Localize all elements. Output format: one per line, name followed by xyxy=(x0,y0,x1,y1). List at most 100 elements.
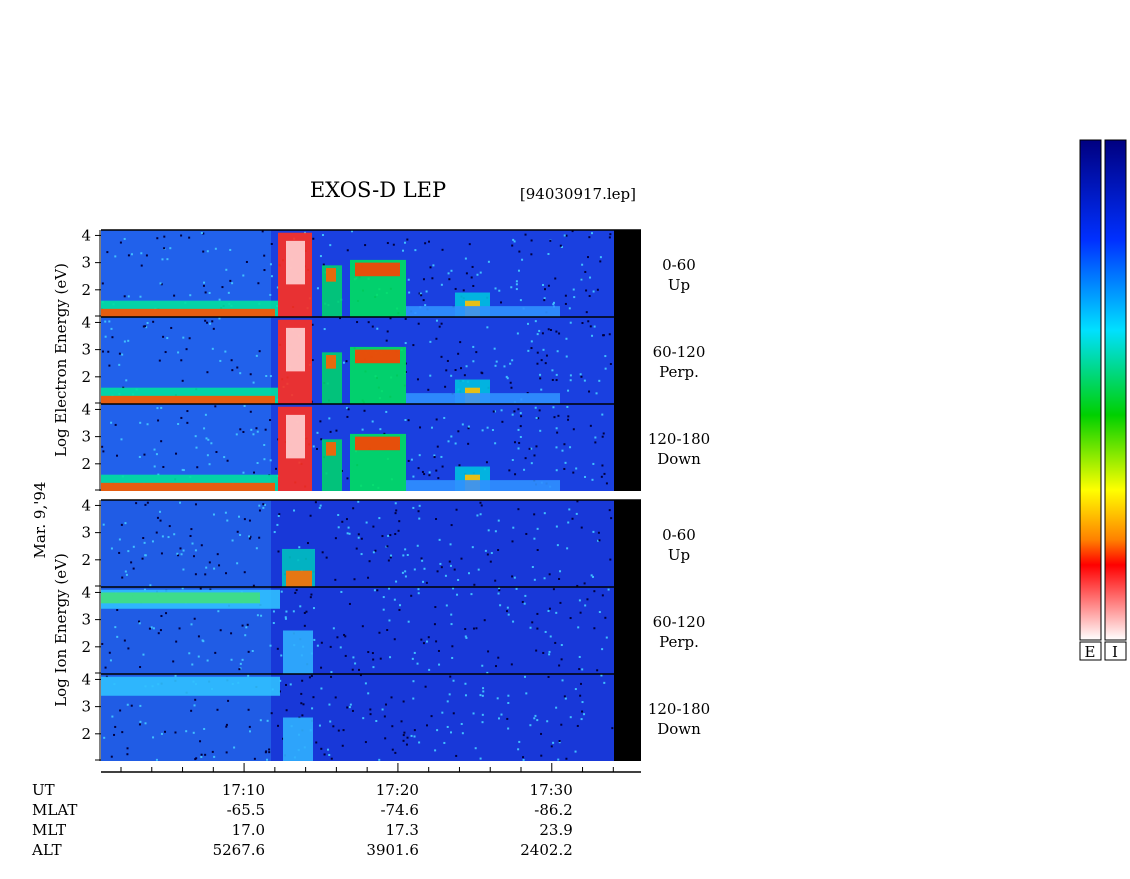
speckle xyxy=(273,531,276,534)
speckle xyxy=(346,249,349,252)
speckle xyxy=(238,668,241,671)
speckle xyxy=(121,576,124,579)
color-bar-label: I xyxy=(1112,643,1118,661)
speckle xyxy=(557,414,560,417)
speckle xyxy=(351,709,354,712)
speckle xyxy=(156,516,159,519)
speckle xyxy=(601,413,604,416)
speckle xyxy=(512,620,515,623)
speckle xyxy=(357,536,360,539)
speckle xyxy=(204,753,207,756)
speckle xyxy=(583,582,586,585)
speckle xyxy=(127,647,130,650)
speckle xyxy=(384,737,387,740)
speckle xyxy=(279,679,282,682)
speckle xyxy=(382,596,385,599)
speckle xyxy=(601,464,604,467)
speckle xyxy=(269,375,272,378)
speckle xyxy=(239,533,242,536)
speckle xyxy=(162,335,165,338)
speckle xyxy=(121,731,124,734)
speckle xyxy=(452,712,455,715)
speckle xyxy=(242,471,245,474)
speckle xyxy=(589,276,592,279)
speckle xyxy=(352,656,355,659)
speckle xyxy=(125,573,128,576)
speckle xyxy=(553,416,556,419)
speckle xyxy=(525,532,528,535)
speckle xyxy=(308,676,311,679)
speckle xyxy=(573,296,576,299)
speckle xyxy=(361,625,364,628)
speckle xyxy=(530,347,533,350)
spectrogram-feature xyxy=(326,442,336,456)
speckle xyxy=(497,592,500,595)
speckle xyxy=(455,508,458,511)
speckle xyxy=(284,617,287,620)
row-name: UT xyxy=(32,781,55,799)
speckle xyxy=(386,545,389,548)
speckle xyxy=(180,416,183,419)
speckle xyxy=(596,669,599,672)
speckle xyxy=(249,373,252,376)
speckle xyxy=(213,755,216,758)
orbit-value: 3901.6 xyxy=(366,841,419,859)
speckle xyxy=(566,547,569,550)
speckle xyxy=(576,724,579,727)
speckle xyxy=(276,724,279,727)
speckle xyxy=(533,537,536,540)
speckle xyxy=(572,428,575,431)
speckle xyxy=(569,716,572,719)
speckle xyxy=(563,443,566,446)
speckle xyxy=(230,658,233,661)
speckle xyxy=(421,559,424,562)
speckle xyxy=(144,722,147,725)
speckle xyxy=(118,551,121,554)
speckle xyxy=(245,626,248,629)
speckle xyxy=(519,299,522,302)
speckle xyxy=(248,537,251,540)
speckle xyxy=(581,701,584,704)
speckle xyxy=(557,758,560,761)
speckle xyxy=(180,234,183,237)
speckle xyxy=(428,471,431,474)
speckle xyxy=(261,230,264,233)
speckle xyxy=(250,428,253,431)
speckle xyxy=(575,512,578,515)
speckle xyxy=(159,510,162,513)
speckle xyxy=(270,275,273,278)
speckle xyxy=(436,729,439,732)
speckle xyxy=(518,441,521,444)
speckle xyxy=(548,607,551,610)
speckle xyxy=(123,295,126,298)
speckle xyxy=(360,537,363,540)
speckle xyxy=(565,757,568,760)
speckle xyxy=(412,475,415,478)
speckle xyxy=(526,391,529,394)
speckle xyxy=(404,342,407,345)
speckle xyxy=(354,662,357,665)
orbit-value: -86.2 xyxy=(534,801,572,819)
speckle xyxy=(506,717,509,720)
speckle xyxy=(603,681,606,684)
speckle xyxy=(256,462,259,465)
speckle xyxy=(110,327,113,330)
speckle xyxy=(433,623,436,626)
speckle xyxy=(372,525,375,528)
speckle xyxy=(229,248,232,251)
speckle xyxy=(185,348,188,351)
color-bar xyxy=(1079,139,1102,641)
speckle xyxy=(479,694,482,697)
speckle xyxy=(348,532,351,535)
speckle xyxy=(602,334,605,337)
speckle xyxy=(583,379,586,382)
speckle xyxy=(247,674,250,677)
speckle xyxy=(453,568,456,571)
speckle xyxy=(567,415,570,418)
speckle xyxy=(535,445,538,448)
speckle xyxy=(592,462,595,465)
speckle xyxy=(435,319,438,322)
speckle xyxy=(472,284,475,287)
speckle xyxy=(245,260,248,263)
row-name: MLT xyxy=(32,821,66,839)
